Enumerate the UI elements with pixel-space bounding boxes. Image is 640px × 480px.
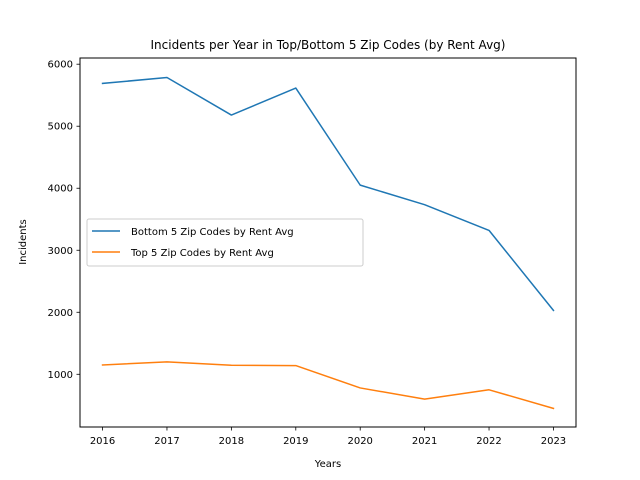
legend: Bottom 5 Zip Codes by Rent Avg Top 5 Zip… (86, 218, 364, 267)
y-tick-label: 2000 (48, 308, 73, 319)
legend-label-top-5: Top 5 Zip Codes by Rent Avg (130, 248, 274, 259)
x-tick-label: 2022 (476, 436, 501, 447)
y-axis-label: Incidents (18, 219, 29, 265)
x-tick-label: 2021 (412, 436, 437, 447)
x-tick-label: 2018 (219, 436, 244, 447)
x-tick-label: 2019 (283, 436, 308, 447)
plot-frame (79, 57, 577, 428)
series-layer (101, 76, 555, 410)
y-tick-label: 1000 (48, 370, 73, 381)
x-axis-label: Years (314, 459, 341, 470)
legend-label-bottom-5: Bottom 5 Zip Codes by Rent Avg (131, 227, 294, 238)
x-tick-label: 2017 (154, 436, 179, 447)
x-tick-label: 2016 (90, 436, 115, 447)
x-tick-label: 2023 (541, 436, 566, 447)
y-tick-label: 4000 (48, 184, 73, 195)
x-tick-label: 2020 (347, 436, 372, 447)
axis-layer: 2016 2017 2018 2019 2020 2021 2022 2023 1000 2000… (48, 60, 567, 447)
series-line-bottom-5 (101, 76, 555, 312)
chart-title: Incidents per Year in Top/Bottom 5 Zip C… (151, 38, 506, 52)
y-tick-label: 5000 (48, 122, 73, 133)
y-tick-label: 6000 (48, 60, 73, 71)
y-tick-label: 3000 (48, 246, 73, 257)
series-line-top-5 (101, 361, 555, 410)
legend-box (86, 218, 364, 267)
